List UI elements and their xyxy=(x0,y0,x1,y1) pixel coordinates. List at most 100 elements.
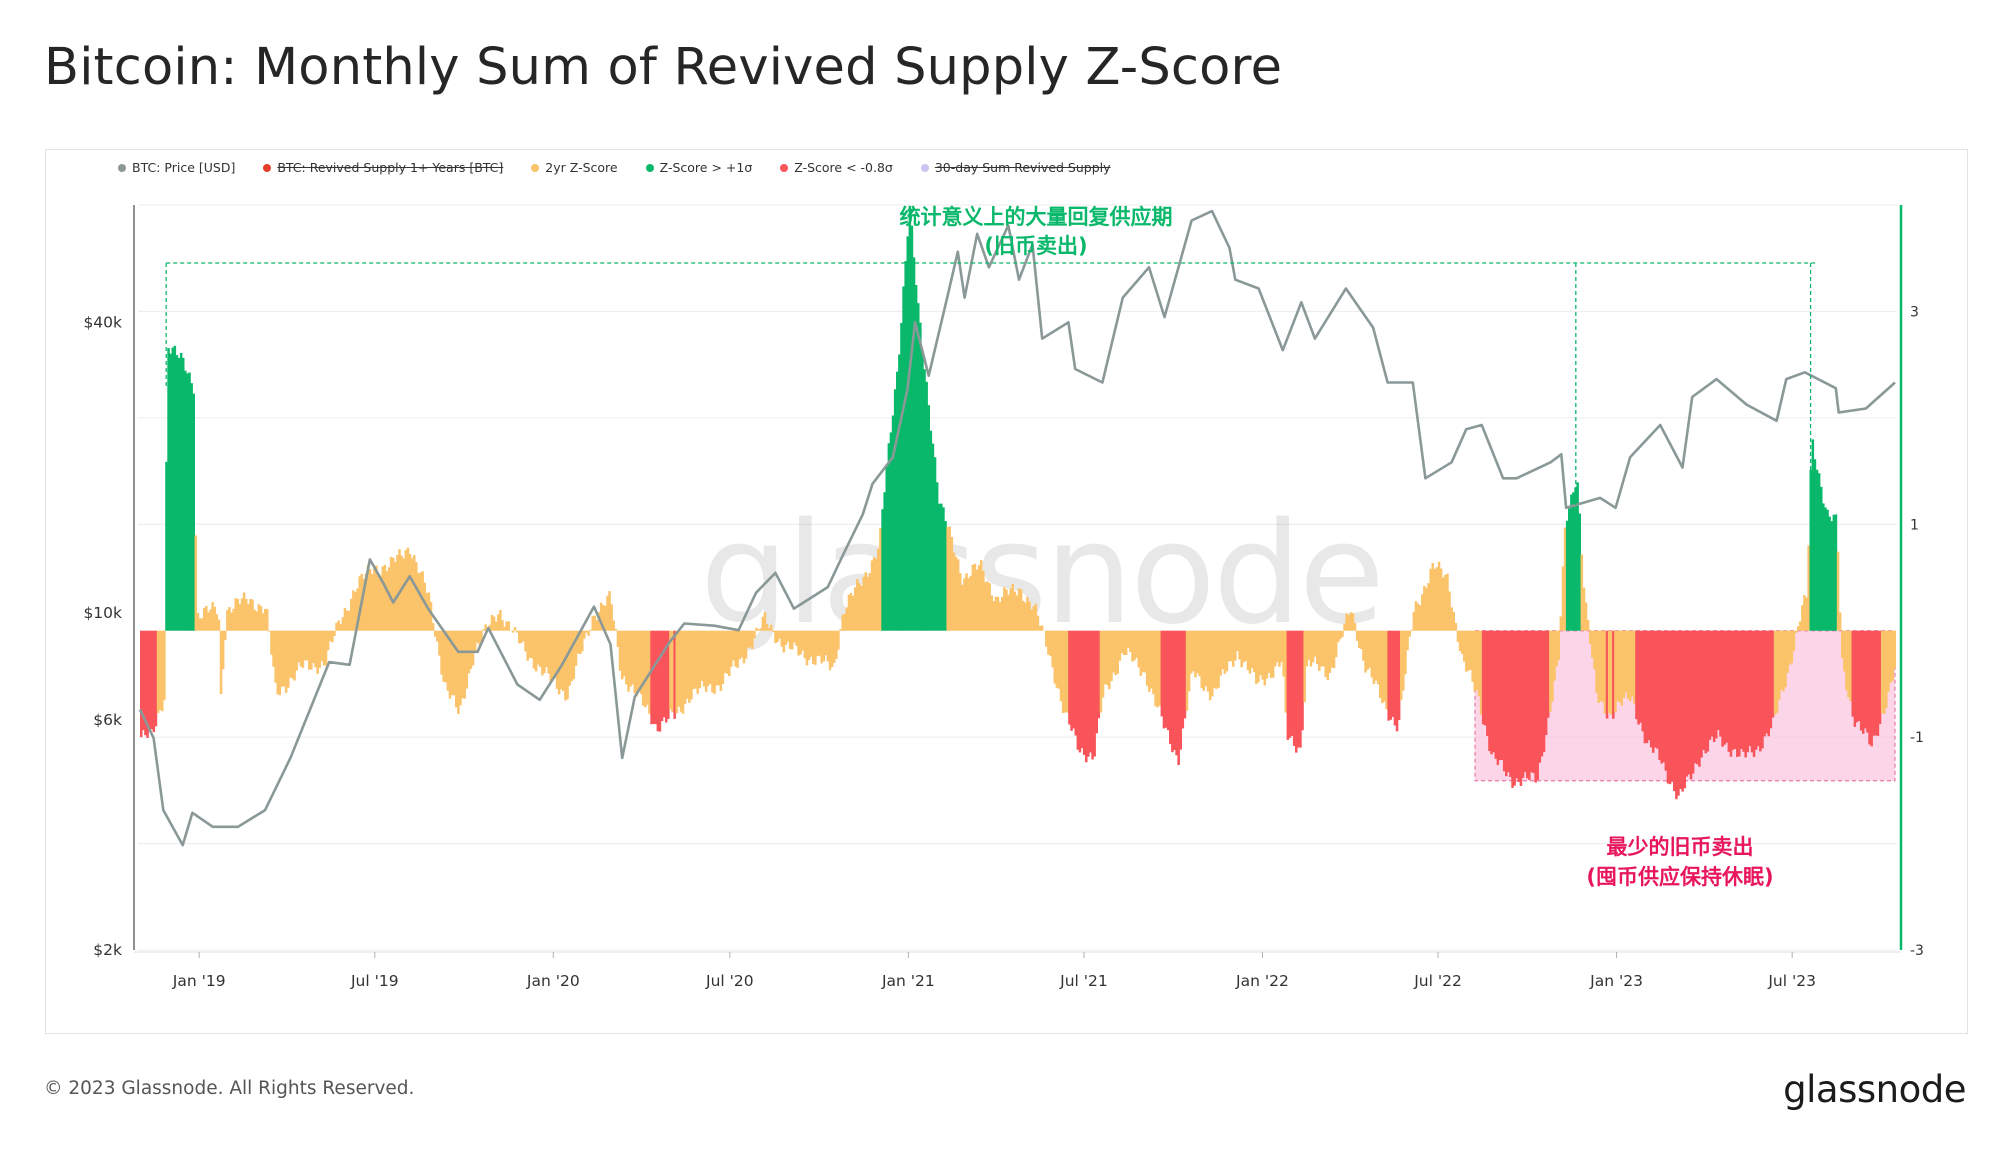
zscore-bar xyxy=(547,630,550,674)
zscore-bar xyxy=(1511,630,1514,788)
zscore-bars xyxy=(140,205,1896,800)
zscore-bar xyxy=(1868,630,1871,745)
zscore-bar xyxy=(314,630,317,668)
zscore-bar xyxy=(1832,514,1836,631)
zscore-bar xyxy=(192,393,195,631)
zscore-bar xyxy=(864,572,867,631)
zscore-bar xyxy=(784,630,788,645)
zscore-bar xyxy=(207,612,210,631)
zscore-bar xyxy=(1727,630,1731,752)
zscore-bar xyxy=(982,570,985,631)
zscore-bar xyxy=(402,558,405,631)
zscore-bar xyxy=(604,605,607,631)
legend-item[interactable]: 2yr Z-Score xyxy=(531,160,618,175)
zscore-bar xyxy=(146,630,149,738)
zscore-bar xyxy=(385,571,389,631)
zscore-bar xyxy=(1240,630,1243,668)
zscore-bar xyxy=(263,608,267,631)
zscore-bar xyxy=(1431,563,1434,631)
zscore-bar xyxy=(1547,630,1550,718)
zscore-bar xyxy=(761,616,765,631)
zscore-bar xyxy=(946,527,949,631)
zscore-bar xyxy=(1761,630,1764,749)
zscore-bar xyxy=(1156,630,1159,708)
legend-item[interactable]: BTC: Price [USD] xyxy=(118,160,235,175)
zscore-bar xyxy=(1488,630,1491,752)
zscore-bar xyxy=(1009,588,1012,631)
zscore-bar xyxy=(1032,606,1035,631)
zscore-bar xyxy=(442,630,445,682)
zscore-bar xyxy=(652,630,655,724)
zscore-bar xyxy=(1215,630,1218,689)
zscore-bar xyxy=(1219,630,1222,676)
zscore-bar xyxy=(1637,630,1640,725)
legend-item[interactable]: 30-day Sum Revived Supply xyxy=(920,160,1111,175)
annotation-bottom-line2: (囤币供应保持休眠) xyxy=(1586,865,1773,889)
zscore-bar xyxy=(1412,611,1416,631)
legend-item[interactable]: BTC: Revived Supply 1+ Years [BTC] xyxy=(263,160,503,175)
grid-layer xyxy=(138,204,1897,951)
zscore-bar xyxy=(1225,630,1229,672)
y-left-tick-label: $10k xyxy=(83,604,122,622)
zscore-bar xyxy=(305,630,309,661)
zscore-bar xyxy=(473,630,477,653)
zscore-bar xyxy=(1160,630,1164,717)
zscore-bar xyxy=(980,560,983,631)
zscore-bar xyxy=(1196,630,1199,674)
zscore-bar xyxy=(690,630,693,700)
zscore-bar xyxy=(1857,630,1861,722)
annotation-top-line1: 统计意义上的大量回复供应期 xyxy=(900,205,1173,229)
zscore-bar xyxy=(553,630,557,678)
zscore-bar xyxy=(161,630,164,712)
zscore-bar xyxy=(843,613,846,631)
zscore-bar xyxy=(1408,630,1411,637)
zscore-bar xyxy=(866,576,870,631)
zscore-bar xyxy=(446,630,450,691)
zscore-bar xyxy=(933,457,937,631)
zscore-bar xyxy=(755,627,758,631)
legend-item[interactable]: Z-Score > +1σ xyxy=(645,160,752,175)
zscore-bar xyxy=(1729,630,1733,757)
zscore-bar xyxy=(1782,630,1785,692)
zscore-bar xyxy=(326,630,330,651)
legend-item[interactable]: Z-Score < -0.8σ xyxy=(780,160,893,175)
zscore-bar xyxy=(1498,630,1502,761)
zscore-bar xyxy=(602,605,605,631)
zscore-bar xyxy=(1565,520,1569,631)
zscore-bar xyxy=(1362,630,1365,661)
zscore-bar xyxy=(251,599,254,631)
zscore-bar xyxy=(1803,595,1806,631)
zscore-bar xyxy=(341,617,345,631)
zscore-bar xyxy=(196,612,200,631)
zscore-bar xyxy=(429,601,433,631)
zscore-bar xyxy=(1120,630,1124,654)
zscore-bar xyxy=(1725,630,1728,743)
zscore-bar xyxy=(1817,473,1821,631)
zscore-bar xyxy=(568,630,571,686)
zscore-bar xyxy=(1177,630,1180,766)
zscore-bar xyxy=(925,381,928,631)
zscore-bar xyxy=(858,583,861,631)
zscore-bar xyxy=(1345,613,1348,631)
zscore-bar xyxy=(1742,630,1745,752)
zscore-bar xyxy=(990,595,993,631)
zscore-bar xyxy=(499,610,502,631)
zscore-bar xyxy=(1370,630,1374,678)
zscore-bar xyxy=(841,614,844,631)
zscore-bar xyxy=(1887,630,1890,692)
zscore-bar xyxy=(725,630,729,674)
zscore-bar xyxy=(1685,630,1689,777)
zscore-bar xyxy=(896,371,899,631)
zscore-bar xyxy=(631,630,634,685)
zscore-bar xyxy=(1799,621,1802,631)
zscore-bar xyxy=(1794,630,1798,633)
legend-swatch xyxy=(780,163,789,172)
zscore-bar xyxy=(814,630,817,665)
zscore-bar xyxy=(1889,630,1892,683)
zscore-bar xyxy=(1154,630,1157,707)
zscore-bar xyxy=(379,575,382,631)
zscore-bar xyxy=(169,353,172,631)
zscore-bar xyxy=(854,587,857,631)
zscore-bar xyxy=(1421,594,1424,631)
zscore-bar xyxy=(1429,568,1432,631)
